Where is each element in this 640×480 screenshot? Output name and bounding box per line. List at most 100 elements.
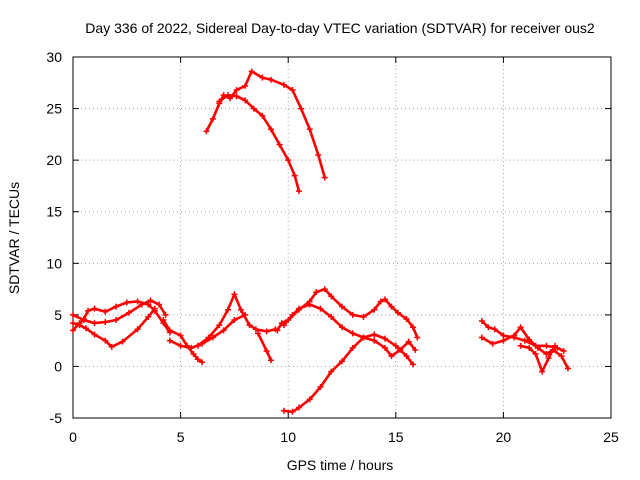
- data-point: [360, 334, 367, 341]
- data-point: [534, 344, 541, 351]
- data-point: [91, 305, 98, 312]
- data-point: [313, 289, 320, 296]
- x-tick-label: 20: [496, 429, 512, 445]
- x-axis: 0 5 10 15 20 25: [69, 57, 619, 445]
- data-point: [242, 97, 249, 104]
- data-point: [233, 93, 240, 100]
- data-point: [289, 87, 296, 94]
- data-point: [339, 358, 345, 365]
- y-tick-label: 10: [46, 255, 62, 271]
- data-point: [545, 355, 552, 362]
- data-point: [151, 305, 158, 312]
- data-point: [412, 346, 419, 353]
- data-point: [285, 157, 292, 164]
- data-point: [166, 327, 173, 334]
- data-point: [125, 309, 132, 316]
- data-point: [246, 322, 253, 329]
- data-point: [403, 315, 410, 322]
- data-point: [382, 344, 389, 351]
- data-point: [263, 347, 270, 354]
- data-point: [349, 330, 356, 337]
- data-point: [388, 303, 395, 310]
- data-point: [511, 332, 518, 339]
- data-point: [113, 317, 120, 324]
- data-point: [91, 331, 98, 338]
- data-point: [216, 98, 223, 105]
- data-point: [76, 322, 83, 329]
- data-point: [360, 313, 367, 320]
- data-point: [517, 324, 524, 331]
- data-point: [289, 408, 296, 415]
- data-point: [162, 311, 169, 318]
- data-point: [231, 291, 238, 298]
- data-point: [410, 324, 417, 331]
- data-point: [321, 286, 328, 293]
- y-tick-label: 25: [46, 101, 62, 117]
- data-point: [231, 317, 238, 324]
- data-point: [205, 334, 212, 341]
- data-point: [382, 296, 389, 303]
- data-point: [263, 328, 270, 335]
- data-point: [280, 322, 287, 329]
- series-arc-g: [256, 332, 273, 362]
- y-tick-label: 5: [54, 307, 62, 323]
- data-point: [371, 306, 378, 313]
- data-point: [70, 311, 76, 318]
- data-point: [145, 313, 152, 320]
- data-point: [267, 126, 274, 133]
- data-point: [388, 353, 395, 360]
- data-point: [91, 320, 98, 327]
- data-point: [70, 327, 76, 334]
- data-point: [242, 82, 249, 89]
- data-point: [237, 306, 244, 313]
- data-point: [177, 332, 184, 339]
- data-point: [102, 308, 109, 315]
- data-point: [517, 342, 524, 349]
- y-tick-label: 20: [46, 152, 62, 168]
- data-point: [233, 87, 240, 94]
- plot-frame: [72, 56, 612, 419]
- series-arc-f: [196, 292, 277, 348]
- data-point: [298, 105, 305, 112]
- data-point: [414, 334, 421, 341]
- y-tick-label: 0: [54, 358, 62, 374]
- data-point: [526, 344, 533, 351]
- chart-title: Day 336 of 2022, Sidereal Day-to-day VTE…: [85, 20, 595, 36]
- data-point: [543, 351, 550, 358]
- data-point: [134, 298, 141, 305]
- data-point: [371, 331, 378, 338]
- data-point: [317, 305, 324, 312]
- data-point: [491, 326, 498, 333]
- data-point: [394, 309, 401, 316]
- data-point: [315, 151, 322, 158]
- data-point: [552, 342, 559, 349]
- data-point: [295, 404, 302, 411]
- data-point: [321, 174, 328, 181]
- y-tick-label: 30: [46, 49, 62, 65]
- data-point: [280, 81, 287, 88]
- data-point: [190, 351, 197, 358]
- data-point: [259, 112, 266, 119]
- data-point: [209, 115, 216, 122]
- data-point: [252, 326, 259, 333]
- data-point: [306, 301, 313, 308]
- data-point: [138, 301, 145, 308]
- data-point: [280, 407, 287, 414]
- data-point: [526, 336, 533, 343]
- data-point: [478, 318, 485, 325]
- data-point: [405, 338, 412, 345]
- data-point: [328, 368, 335, 375]
- data-point: [102, 319, 109, 326]
- data-point: [113, 303, 120, 310]
- data-point: [349, 311, 356, 318]
- data-point: [521, 337, 528, 344]
- y-tick-label: 15: [46, 204, 62, 220]
- data-point: [199, 359, 206, 366]
- data-point: [543, 342, 550, 349]
- data-point: [123, 299, 130, 306]
- data-point: [339, 324, 345, 331]
- data-point: [82, 325, 89, 332]
- data-point: [194, 356, 201, 363]
- data-point: [267, 76, 274, 83]
